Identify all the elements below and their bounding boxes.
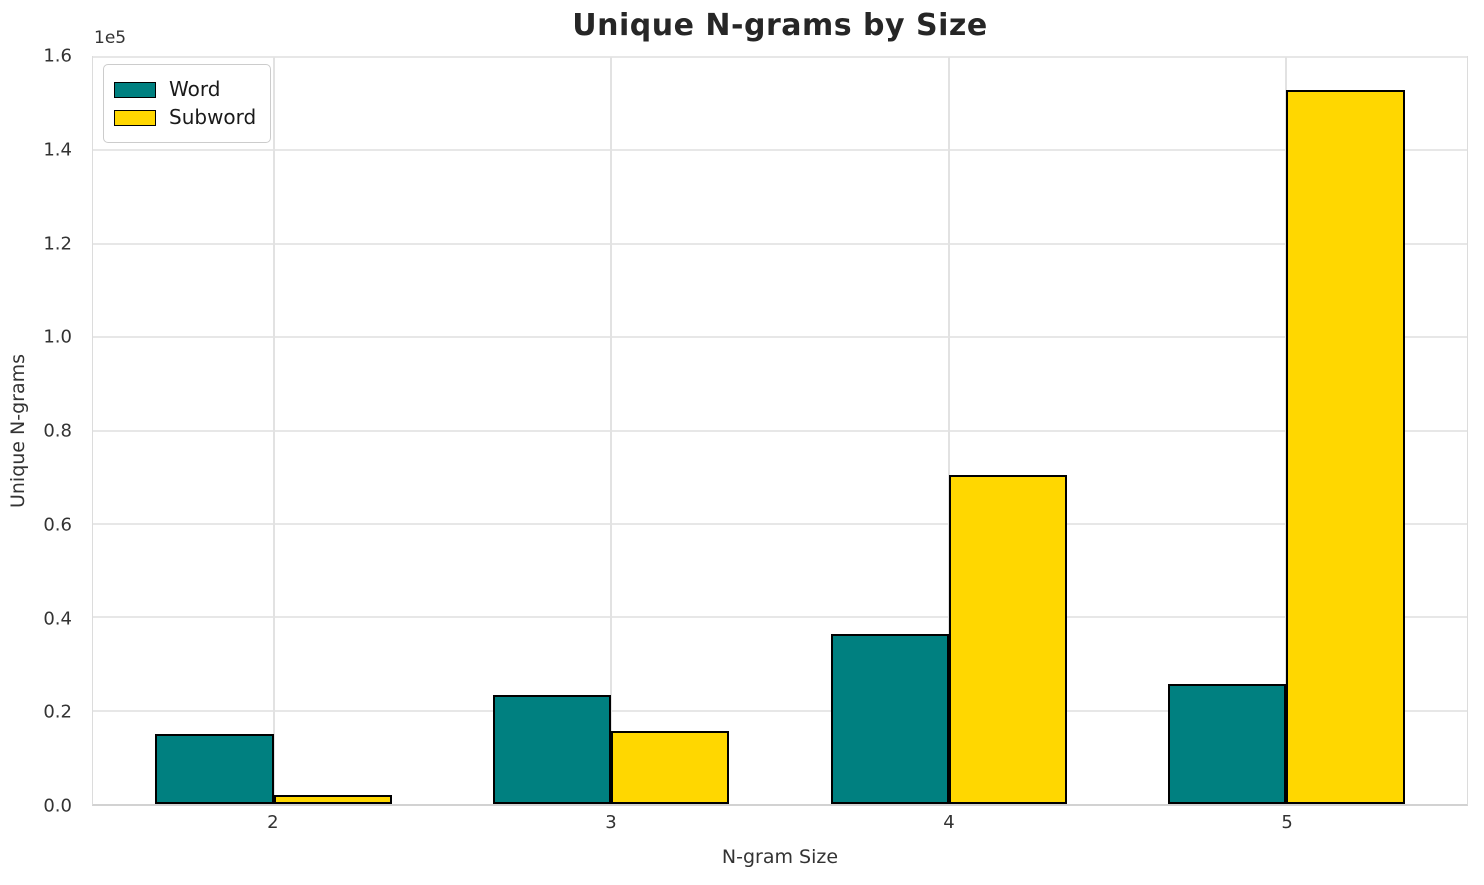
x-tick-label: 3 [605,812,617,833]
y-tick-label: 0.2 [43,701,72,723]
subword-series-swatch [114,109,156,126]
gridline-horizontal [93,522,1467,525]
bar-word-ngram-4 [830,633,949,804]
x-axis-label: N-gram Size [721,846,839,868]
bar-subword-ngram-5 [1286,90,1405,804]
bar-subword-ngram-4 [948,474,1067,804]
gridline-horizontal [93,336,1467,339]
x-axis-ticks: 2 3 4 5 [92,812,1468,838]
legend: Word Subword [103,64,272,143]
bar-word-ngram-5 [1168,684,1287,804]
y-tick-label: 0.6 [43,514,72,536]
gridline-vertical [947,57,950,804]
y-axis-offset-label: 1e5 [94,28,127,48]
y-tick-label: 0.8 [43,420,72,442]
bar-word-ngram-2 [155,733,274,804]
x-tick-label: 4 [943,812,955,833]
y-tick-label: 0.4 [43,608,72,629]
chart-title: Unique N-grams by Size [572,8,988,43]
legend-entry-word: Word [114,78,256,101]
x-tick-label: 2 [267,812,279,833]
legend-entry-subword: Subword [114,106,256,129]
y-axis-ticks: 0.0 0.2 0.4 0.6 0.8 1.0 1.2 1.4 1.6 [0,46,84,817]
y-tick-label: 1.4 [43,139,72,161]
y-tick-label: 1.6 [43,45,72,67]
bar-subword-ngram-2 [273,794,392,804]
gridline-vertical [272,57,275,804]
gridline-horizontal [93,616,1467,619]
x-tick-label: 5 [1281,812,1293,833]
y-tick-label: 1.2 [43,233,72,254]
gridline-horizontal [93,149,1467,152]
legend-label-subword: Subword [169,105,257,129]
word-series-swatch [114,81,156,98]
plot-area: Word Subword [92,56,1468,806]
gridline-vertical [610,57,613,804]
gridline-horizontal [93,709,1467,712]
gridline-horizontal [93,242,1467,245]
gridline-horizontal [93,56,1467,58]
legend-label-word: Word [169,77,221,101]
y-tick-label: 1.0 [43,326,72,348]
bar-subword-ngram-3 [611,730,730,804]
gridline-horizontal [93,429,1467,432]
y-tick-label: 0.0 [43,795,72,817]
bar-word-ngram-3 [493,694,612,804]
